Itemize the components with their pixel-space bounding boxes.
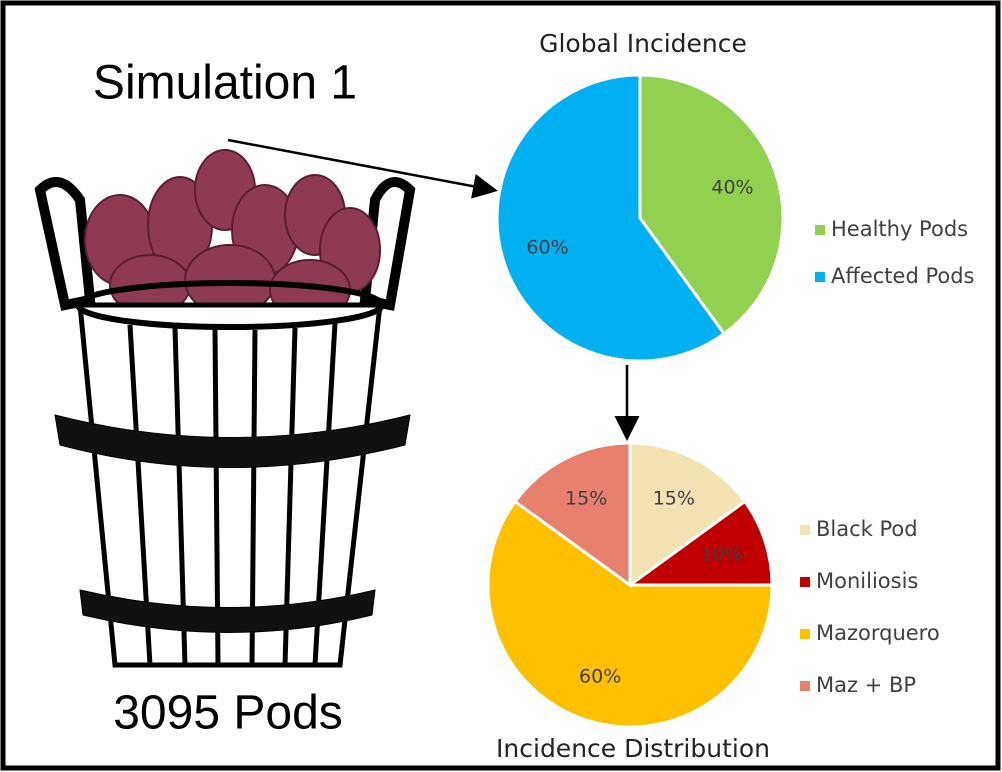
legend-label: Healthy Pods — [831, 217, 968, 241]
slice-label: 60% — [526, 237, 568, 259]
legend-label: Maz + BP — [816, 673, 916, 697]
slice-label: 40% — [711, 176, 753, 198]
legend-label: Mazorquero — [816, 621, 940, 645]
legend-swatch — [800, 525, 810, 535]
arrow — [227, 138, 498, 199]
pie-slice — [625, 499, 774, 587]
slice-label: 10% — [701, 544, 743, 566]
legend-swatch — [800, 681, 810, 691]
basket — [34, 149, 416, 668]
chart-title: Incidence Distribution — [496, 734, 770, 763]
simulation-title: Simulation 1 — [93, 57, 357, 110]
slice-label: 15% — [653, 487, 695, 509]
pie-slice — [638, 73, 785, 336]
pie-slice — [495, 73, 727, 363]
legend-label: Black Pod — [816, 517, 918, 541]
pie-slice — [513, 441, 632, 588]
slice-label: 60% — [579, 665, 621, 687]
legend-swatch — [815, 272, 825, 282]
legend-swatch — [800, 629, 810, 639]
legend-swatch — [815, 225, 825, 235]
legend-label: Affected Pods — [831, 264, 975, 288]
slice-label: 15% — [565, 487, 607, 509]
chart-title: Global Incidence — [539, 29, 747, 58]
pie-slice — [486, 499, 774, 729]
legend-label: Moniliosis — [816, 569, 918, 593]
pie-slice — [628, 441, 747, 588]
legend-swatch — [800, 577, 810, 587]
pod-count: 3095 Pods — [113, 687, 343, 740]
